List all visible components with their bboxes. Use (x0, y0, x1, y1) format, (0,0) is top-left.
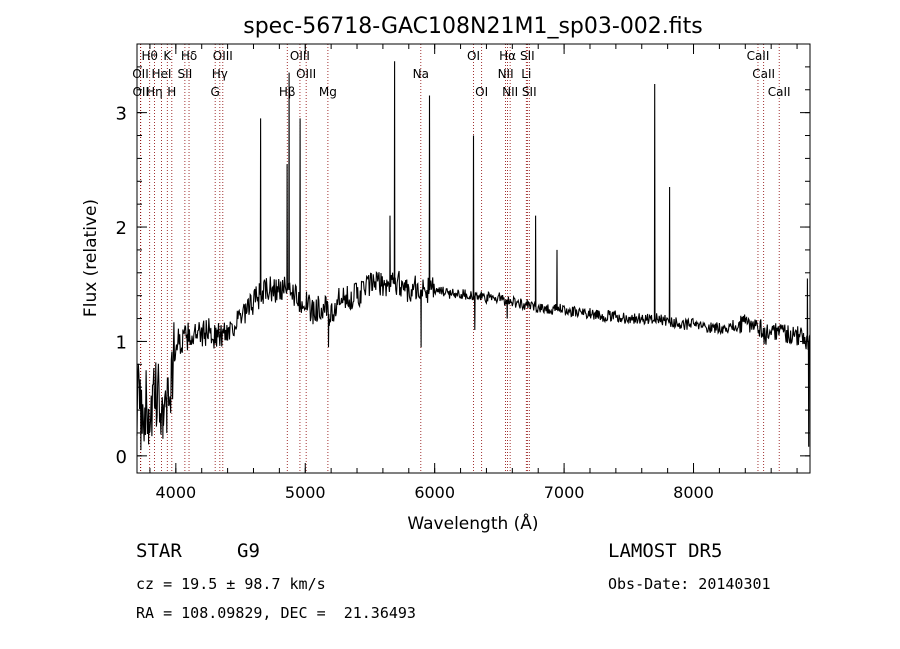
y-tick-label: 0 (116, 447, 127, 468)
y-tick-label: 3 (116, 104, 127, 125)
chart-title: spec-56718-GAC108N21M1_sp03-002.fits (243, 14, 703, 39)
x-tick-label: 5000 (285, 483, 326, 502)
object-subclass: G9 (237, 540, 260, 562)
line-label: Hβ (279, 85, 296, 99)
line-label: CaII (752, 67, 775, 81)
line-label: OII (132, 67, 149, 81)
y-tick-label: 2 (116, 218, 127, 239)
survey-name: LAMOST DR5 (608, 540, 723, 562)
coordinates: RA = 108.09829, DEC = 21.36493 (136, 604, 416, 622)
line-label: CaII (747, 49, 770, 63)
line-label: SII (522, 85, 537, 99)
line-label: OI (475, 85, 488, 99)
line-label: SII (178, 67, 193, 81)
line-label: G (211, 85, 220, 99)
line-label: HeI (151, 67, 171, 81)
line-label: NII (502, 85, 518, 99)
line-label: NII (498, 67, 514, 81)
x-axis-label: Wavelength (Å) (407, 512, 538, 534)
x-tick-label: 7000 (544, 483, 585, 502)
line-label: OIII (213, 49, 233, 63)
line-label: Li (521, 67, 531, 81)
line-label: Hθ (141, 49, 157, 63)
line-label: Na (413, 67, 429, 81)
y-tick-label: 1 (116, 332, 127, 353)
line-label: Mg (319, 85, 337, 99)
line-label: Hα (499, 49, 516, 63)
obs-date: Obs-Date: 20140301 (608, 575, 771, 593)
line-label: CaII (768, 85, 791, 99)
line-label: OIII (296, 67, 316, 81)
plot-frame (136, 43, 811, 474)
x-tick-label: 6000 (414, 483, 455, 502)
x-tick-label: 4000 (155, 483, 196, 502)
line-label: H (167, 85, 176, 99)
line-label: Hη (146, 85, 163, 99)
object-class: STAR (136, 540, 182, 562)
line-label: SII (520, 49, 535, 63)
line-label: Hγ (212, 67, 228, 81)
line-label: OI (467, 49, 480, 63)
x-tick-label: 8000 (673, 483, 714, 502)
line-label: K (163, 49, 172, 63)
y-axis-label: Flux (relative) (81, 199, 101, 317)
line-label: OIII (290, 49, 310, 63)
line-label: Hδ (181, 49, 197, 63)
spectrum-line (136, 61, 811, 451)
redshift-value: cz = 19.5 ± 98.7 km/s (136, 575, 326, 593)
